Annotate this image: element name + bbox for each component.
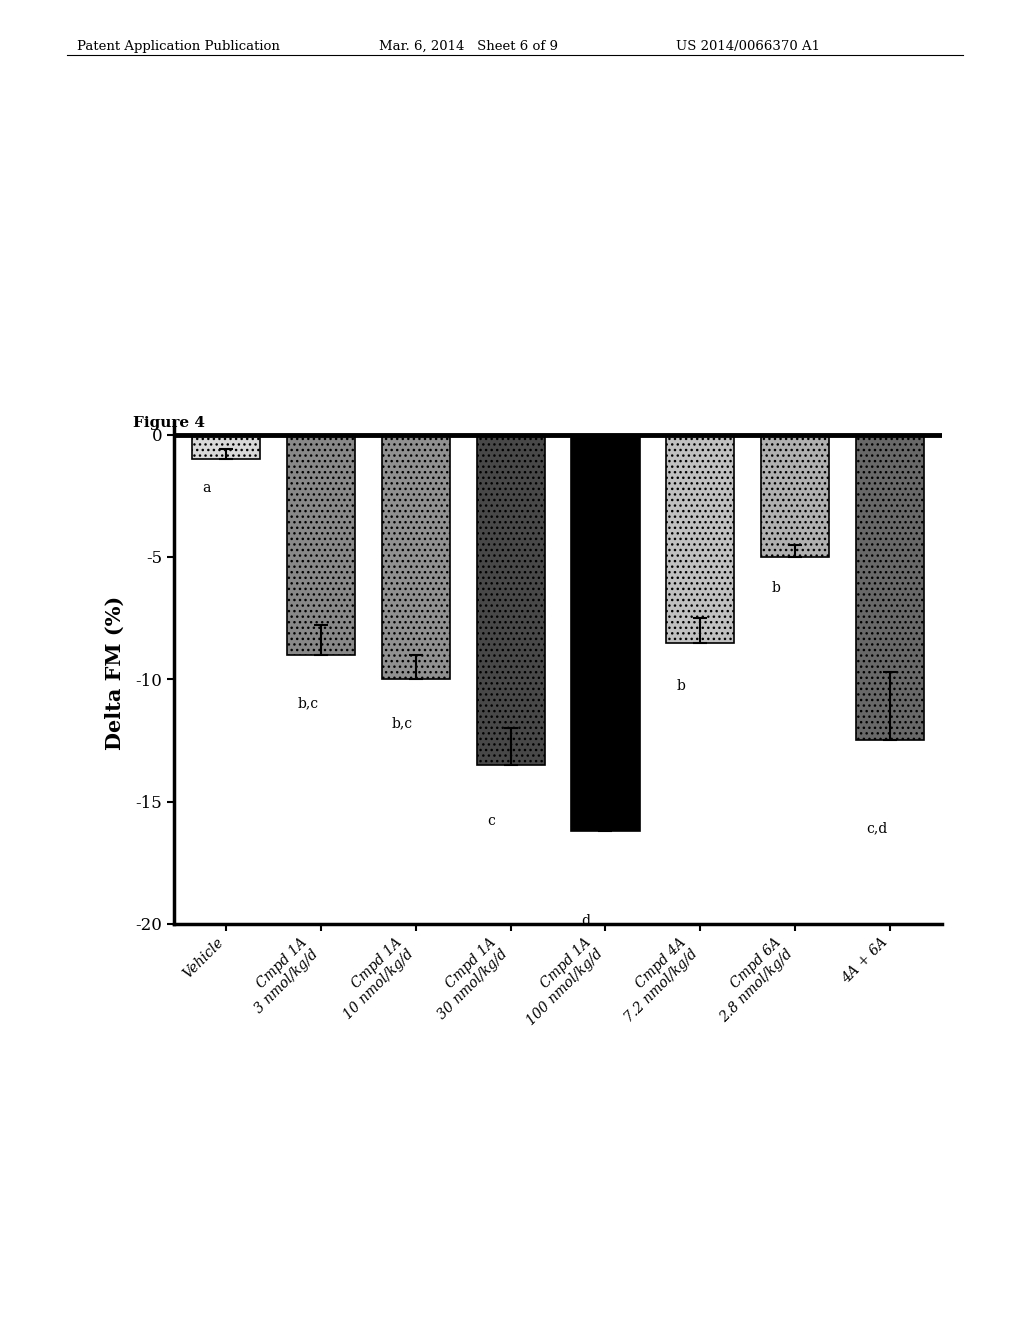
Text: a: a: [203, 480, 211, 495]
Bar: [382, 434, 450, 680]
Text: Figure 4: Figure 4: [133, 416, 205, 430]
Text: b,c: b,c: [392, 715, 413, 730]
Bar: [667, 434, 734, 643]
Text: b: b: [771, 581, 780, 595]
Text: US 2014/0066370 A1: US 2014/0066370 A1: [676, 40, 820, 53]
Bar: [476, 434, 545, 766]
Text: Patent Application Publication: Patent Application Publication: [77, 40, 280, 53]
Y-axis label: Delta FM (%): Delta FM (%): [104, 597, 124, 750]
Bar: [287, 434, 355, 655]
Text: Mar. 6, 2014   Sheet 6 of 9: Mar. 6, 2014 Sheet 6 of 9: [379, 40, 558, 53]
Text: b: b: [677, 680, 685, 693]
Bar: [571, 434, 640, 832]
Text: c,d: c,d: [866, 821, 887, 836]
Text: d: d: [582, 915, 591, 928]
Bar: [856, 434, 924, 741]
Bar: [193, 434, 260, 459]
Text: b,c: b,c: [297, 697, 318, 710]
Text: c: c: [486, 814, 495, 828]
Bar: [761, 434, 829, 557]
